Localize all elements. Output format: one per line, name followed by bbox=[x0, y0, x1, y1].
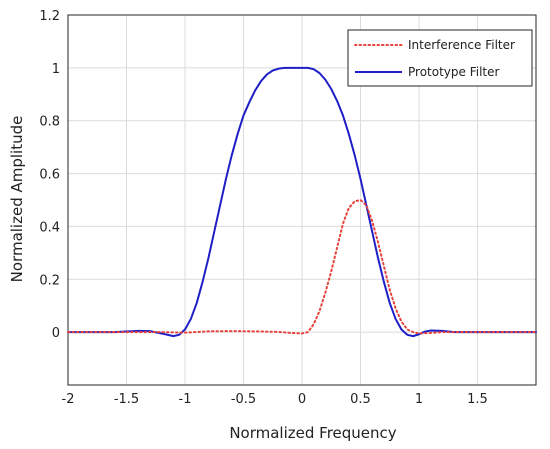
y-tick-label: 0 bbox=[52, 326, 60, 341]
x-tick-label: 0 bbox=[298, 392, 306, 407]
y-tick-label: 1 bbox=[52, 62, 60, 77]
legend-label-interference-filter: Interference Filter bbox=[408, 38, 515, 52]
legend: Interference Filter Prototype Filter bbox=[347, 29, 533, 87]
x-tick-label: -0.5 bbox=[231, 392, 256, 407]
x-tick-label: -1.5 bbox=[114, 392, 139, 407]
x-tick-label: -1 bbox=[179, 392, 192, 407]
y-tick-label: 0.8 bbox=[39, 115, 60, 130]
x-tick-label: 0.5 bbox=[350, 392, 371, 407]
legend-label-prototype-filter: Prototype Filter bbox=[408, 65, 499, 79]
y-tick-label: 0.2 bbox=[39, 273, 60, 288]
legend-box bbox=[347, 29, 533, 87]
series-line-prototype-filter bbox=[67, 66, 537, 338]
x-axis-label: Normalized Frequency bbox=[229, 424, 396, 442]
tick-labels: -2 -1.5 -1 -0.5 0 0.5 1 1.5 0 0.2 0.4 0.6 0.8 1 1.2 bbox=[39, 9, 488, 407]
series-lines bbox=[67, 66, 537, 338]
x-tick-label: 1.5 bbox=[467, 392, 488, 407]
y-tick-label: 0.4 bbox=[39, 220, 60, 235]
x-tick-label: -2 bbox=[62, 392, 75, 407]
plot-area-frame bbox=[67, 14, 537, 386]
y-tick-label: 0.6 bbox=[39, 168, 60, 183]
y-axis-label: Normalized Amplitude bbox=[8, 116, 26, 283]
x-tick-label: 1 bbox=[415, 392, 423, 407]
y-tick-label: 1.2 bbox=[39, 9, 60, 24]
series-line-interference-filter bbox=[67, 199, 537, 335]
